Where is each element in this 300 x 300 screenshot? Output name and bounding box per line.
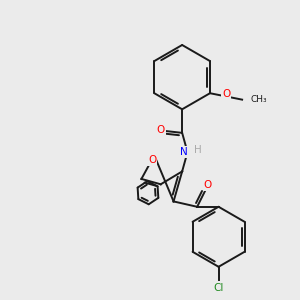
Text: N: N xyxy=(180,147,188,157)
Text: O: O xyxy=(157,124,165,135)
Text: O: O xyxy=(148,154,156,165)
Text: Cl: Cl xyxy=(213,283,224,293)
Text: H: H xyxy=(194,145,202,155)
Text: O: O xyxy=(204,180,212,190)
Text: O: O xyxy=(222,89,230,99)
Text: CH₃: CH₃ xyxy=(251,95,267,104)
